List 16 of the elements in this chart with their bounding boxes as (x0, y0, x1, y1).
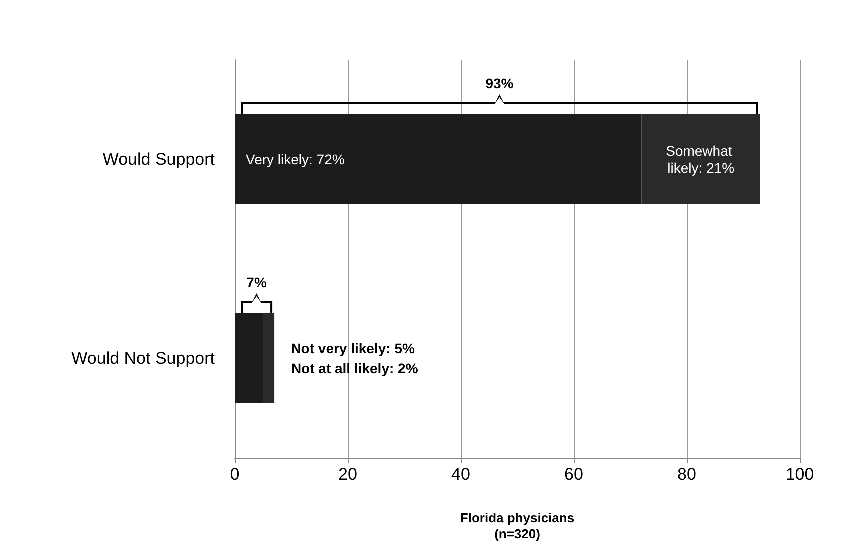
x-tick-label: 40 (452, 465, 470, 484)
x-tick-label: 80 (678, 465, 696, 484)
data-label: Somewhat likely: 21% (666, 143, 736, 176)
data-label: Not at all likely: 2% (291, 360, 419, 376)
y-tick-label: Would Support (102, 150, 216, 169)
bar (642, 114, 760, 204)
x-tick-label: 60 (564, 465, 584, 484)
data-label: Very likely: 72% (246, 152, 345, 168)
x-tick-label: 0 (230, 465, 240, 484)
x-tick-label: 100 (786, 465, 814, 484)
total-label: 93% (486, 76, 514, 92)
y-tick-label: Would Not Support (72, 349, 216, 368)
x-tick-label: 20 (338, 465, 358, 484)
data-label: Not very likely: 5% (291, 340, 416, 356)
total-label: 7% (246, 274, 268, 290)
x-axis-title: Florida physicians (n=320) (460, 510, 575, 542)
